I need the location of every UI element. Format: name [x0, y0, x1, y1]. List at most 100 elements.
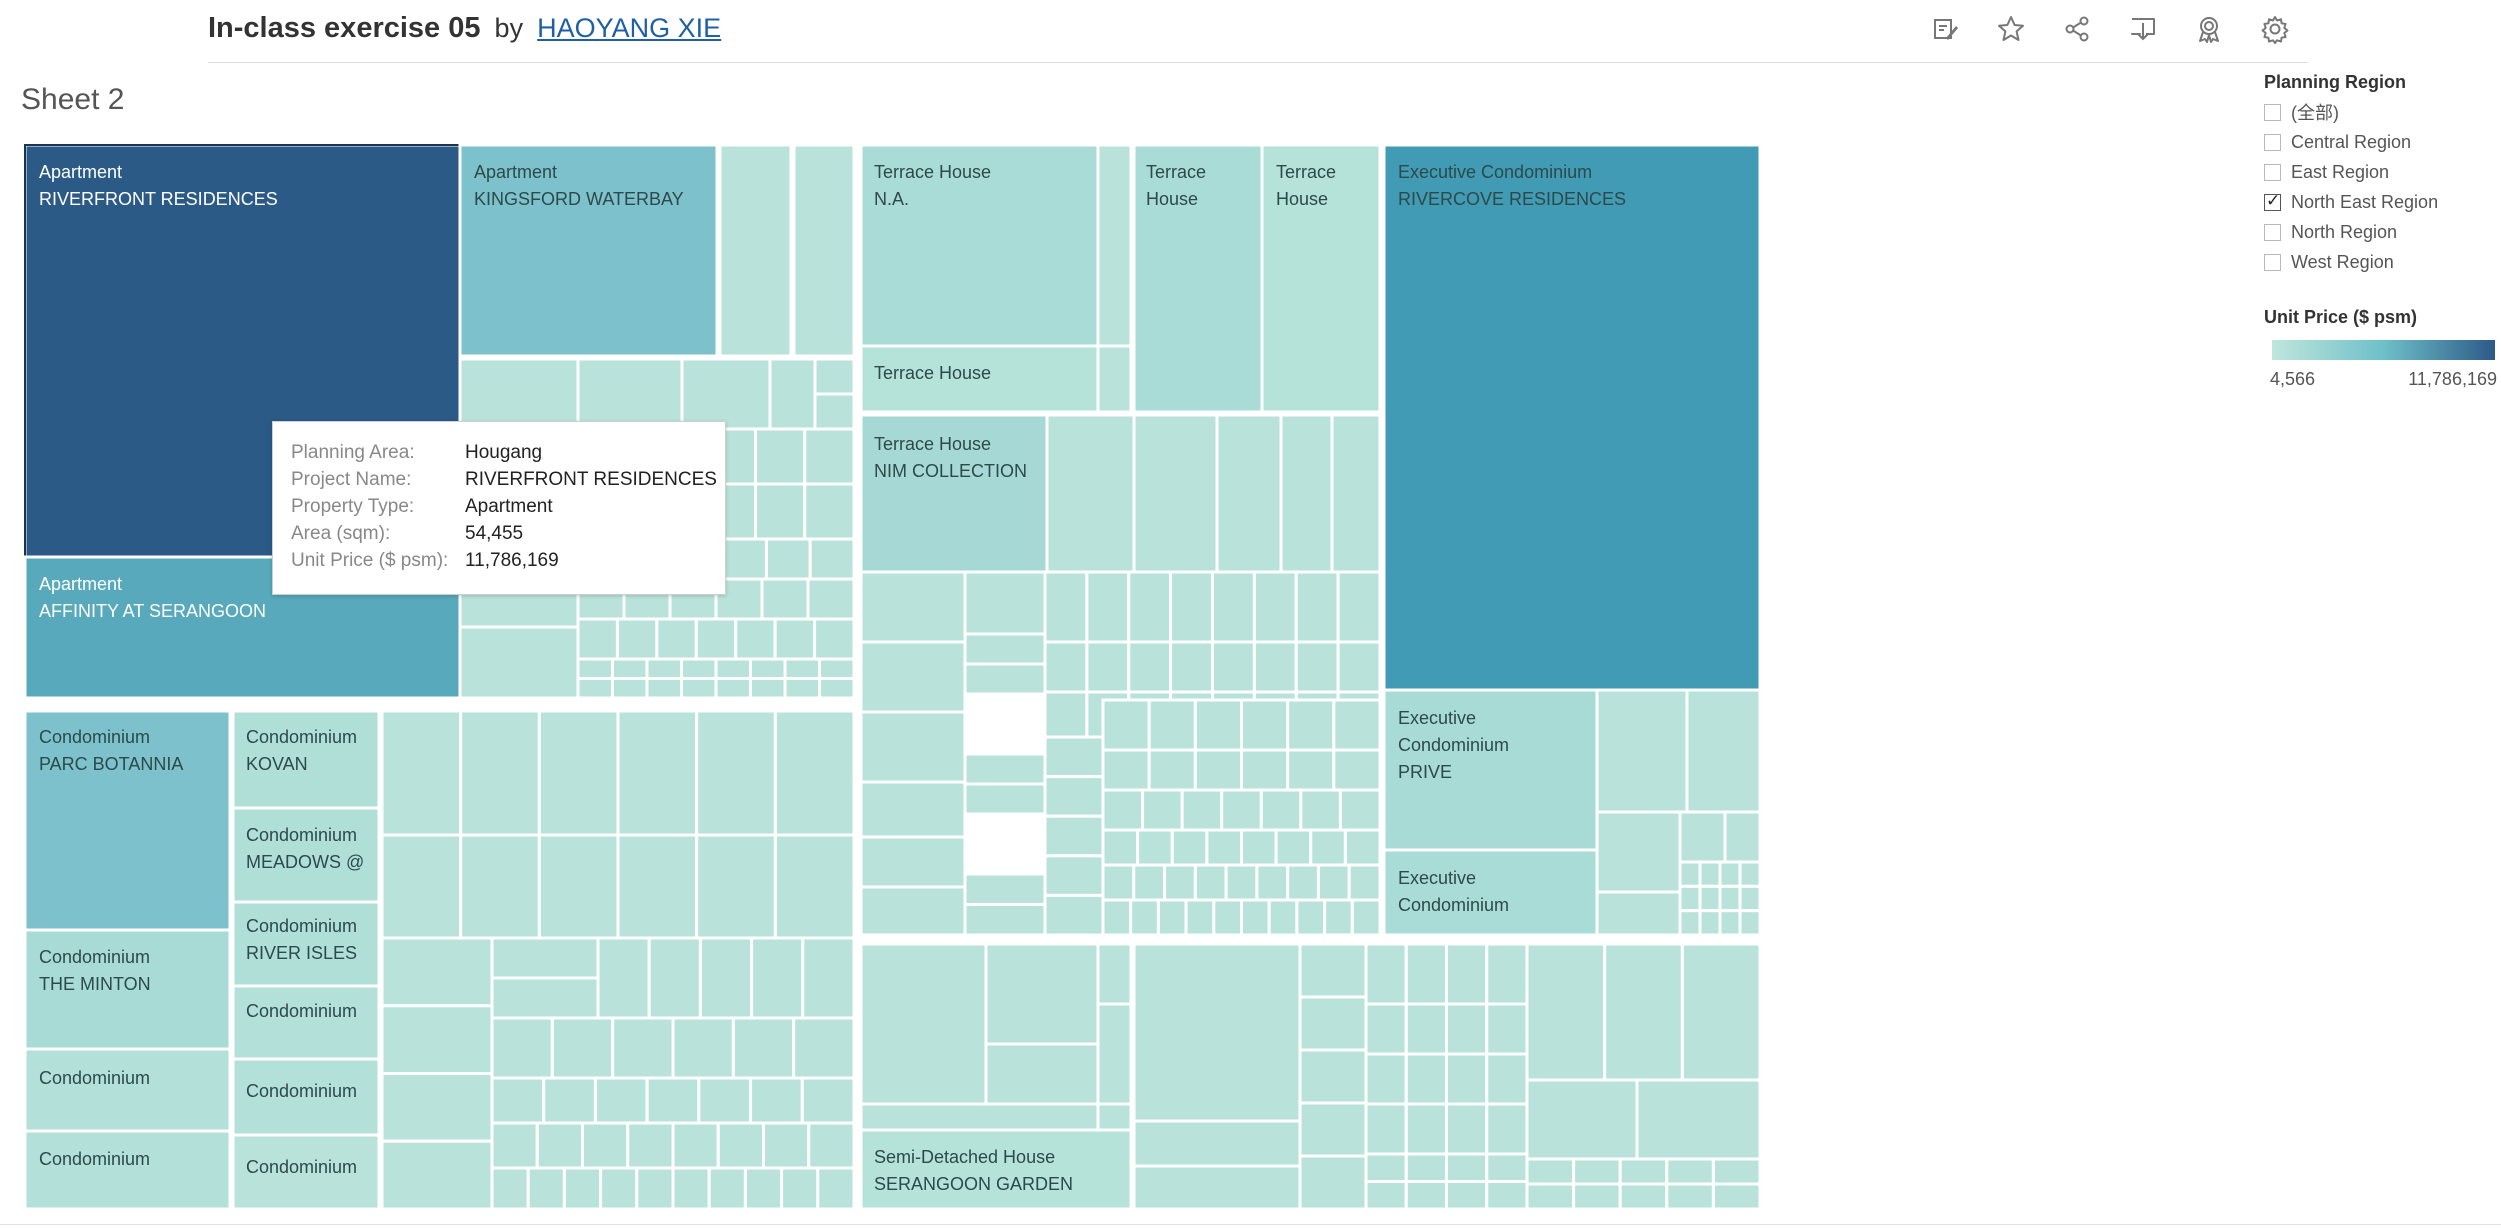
- treemap-tile[interactable]: [813, 617, 856, 661]
- treemap-tile[interactable]: [963, 570, 1047, 636]
- treemap-tile[interactable]: [1096, 1102, 1133, 1132]
- treemap-tile[interactable]: [1295, 898, 1327, 937]
- treemap-tile[interactable]: [1286, 748, 1336, 792]
- treemap-tile[interactable]: [1043, 854, 1105, 897]
- treemap-tile[interactable]: [1147, 698, 1197, 752]
- treemap-tile[interactable]: [1678, 860, 1702, 888]
- download-icon[interactable]: [2128, 14, 2158, 44]
- treemap-tile[interactable]: [783, 677, 821, 700]
- treemap-tile[interactable]: [635, 1166, 675, 1211]
- treemap-tile[interactable]: [714, 657, 752, 680]
- treemap-tile[interactable]: [1240, 748, 1290, 792]
- treemap-tile[interactable]: [1680, 942, 1762, 1082]
- treemap-tile[interactable]: [1163, 863, 1197, 902]
- treemap-tile[interactable]: [1132, 942, 1302, 1123]
- treemap-tile[interactable]: [596, 936, 651, 1020]
- treemap-tile[interactable]: [459, 833, 541, 940]
- treemap-tile[interactable]: [1298, 942, 1368, 999]
- treemap-tile[interactable]: [542, 1076, 597, 1125]
- treemap-tile[interactable]: [1299, 788, 1342, 832]
- treemap-tile[interactable]: [380, 1004, 494, 1075]
- treemap-tile[interactable]: [1364, 1002, 1408, 1056]
- treemap-tile[interactable]: [1240, 828, 1278, 867]
- tile-terrace-na[interactable]: [859, 143, 1100, 348]
- treemap-tile[interactable]: [1286, 863, 1320, 902]
- treemap-tile[interactable]: [1101, 698, 1151, 752]
- treemap-tile[interactable]: [1404, 1052, 1448, 1106]
- treemap-tile[interactable]: [1445, 1180, 1489, 1211]
- filter-checkbox[interactable]: [2264, 191, 2281, 211]
- treemap-tile[interactable]: [645, 657, 683, 680]
- treemap-tile[interactable]: [1445, 1152, 1489, 1183]
- treemap-tile[interactable]: [801, 936, 856, 1020]
- treemap-tile[interactable]: [581, 1121, 630, 1170]
- treemap-tile[interactable]: [1485, 1180, 1529, 1211]
- treemap-tile[interactable]: [859, 640, 967, 714]
- treemap-tile[interactable]: [1085, 570, 1131, 644]
- treemap-tile[interactable]: [1043, 640, 1089, 694]
- badge-icon[interactable]: [2194, 14, 2224, 44]
- treemap-tile[interactable]: [813, 392, 856, 431]
- treemap-tile[interactable]: [1096, 942, 1133, 1006]
- treemap-tile[interactable]: [1101, 828, 1140, 867]
- treemap-tile[interactable]: [1101, 788, 1145, 832]
- treemap-tile[interactable]: [1045, 413, 1136, 574]
- treemap-tile[interactable]: [1101, 748, 1151, 792]
- treemap-tile[interactable]: [754, 482, 807, 541]
- filter-checkbox[interactable]: [2264, 103, 2281, 121]
- treemap-tile[interactable]: [593, 1076, 649, 1125]
- treemap-tile[interactable]: [1404, 942, 1448, 1006]
- treemap-tile[interactable]: [1364, 1052, 1408, 1106]
- treemap-tile[interactable]: [1678, 884, 1702, 913]
- filter-item-north-east[interactable]: North East Region: [2264, 187, 2501, 217]
- treemap-tile[interactable]: [1364, 1102, 1408, 1156]
- treemap-tile[interactable]: [1129, 898, 1160, 937]
- treemap-tile[interactable]: [984, 1042, 1100, 1106]
- treemap-tile[interactable]: [1635, 1078, 1762, 1161]
- treemap-tile[interactable]: [984, 942, 1100, 1046]
- treemap-tile[interactable]: [1180, 788, 1224, 832]
- treemap-tile[interactable]: [859, 942, 988, 1106]
- treemap-tile[interactable]: [773, 833, 856, 940]
- treemap-tile[interactable]: [1698, 909, 1722, 937]
- treemap-tile[interactable]: [1698, 860, 1722, 888]
- treemap-tile[interactable]: [754, 427, 807, 486]
- filter-checkbox[interactable]: [2264, 133, 2281, 151]
- author-link[interactable]: HAOYANG XIE: [537, 13, 722, 43]
- treemap-tile[interactable]: [731, 1016, 796, 1080]
- treemap-tile[interactable]: [1738, 884, 1762, 913]
- treemap-tile[interactable]: [762, 1121, 811, 1170]
- filter-item-central[interactable]: Central Region: [2264, 127, 2501, 157]
- treemap-tile[interactable]: [1096, 143, 1133, 348]
- treemap-tile[interactable]: [749, 677, 787, 700]
- filter-checkbox[interactable]: [2264, 163, 2281, 181]
- treemap-tile[interactable]: [1316, 863, 1351, 902]
- treemap-tile[interactable]: [780, 1166, 820, 1211]
- treemap-tile[interactable]: [1240, 698, 1290, 752]
- treemap-tile[interactable]: [1718, 884, 1742, 913]
- treemap-tile[interactable]: [490, 936, 600, 980]
- tile-terrace-house-a[interactable]: [1132, 143, 1264, 414]
- treemap-tile[interactable]: [1332, 698, 1382, 752]
- filter-item-north[interactable]: North Region: [2264, 217, 2501, 247]
- treemap-tile[interactable]: [1136, 828, 1174, 867]
- treemap-tile[interactable]: [773, 709, 856, 837]
- treemap-tile[interactable]: [1193, 698, 1244, 752]
- treemap-tile[interactable]: [1618, 1157, 1669, 1186]
- treemap-tile[interactable]: [1298, 1101, 1368, 1158]
- treemap-tile[interactable]: [1212, 898, 1244, 937]
- treemap-tile[interactable]: [859, 570, 967, 644]
- treemap-tile[interactable]: [1350, 898, 1382, 937]
- treemap-tile[interactable]: [1211, 570, 1256, 644]
- treemap-tile[interactable]: [859, 835, 967, 889]
- edit-icon[interactable]: [1930, 14, 1960, 44]
- treemap-tile[interactable]: [671, 1121, 720, 1170]
- treemap-tile[interactable]: [1595, 810, 1682, 894]
- treemap-tile[interactable]: [1043, 570, 1089, 644]
- treemap-tile[interactable]: [380, 833, 463, 940]
- treemap-tile[interactable]: [813, 357, 856, 396]
- treemap-tile[interactable]: [749, 1076, 804, 1125]
- treemap-tile[interactable]: [749, 657, 787, 680]
- tile-prive[interactable]: [1382, 688, 1599, 852]
- treemap-tile[interactable]: [1267, 898, 1299, 937]
